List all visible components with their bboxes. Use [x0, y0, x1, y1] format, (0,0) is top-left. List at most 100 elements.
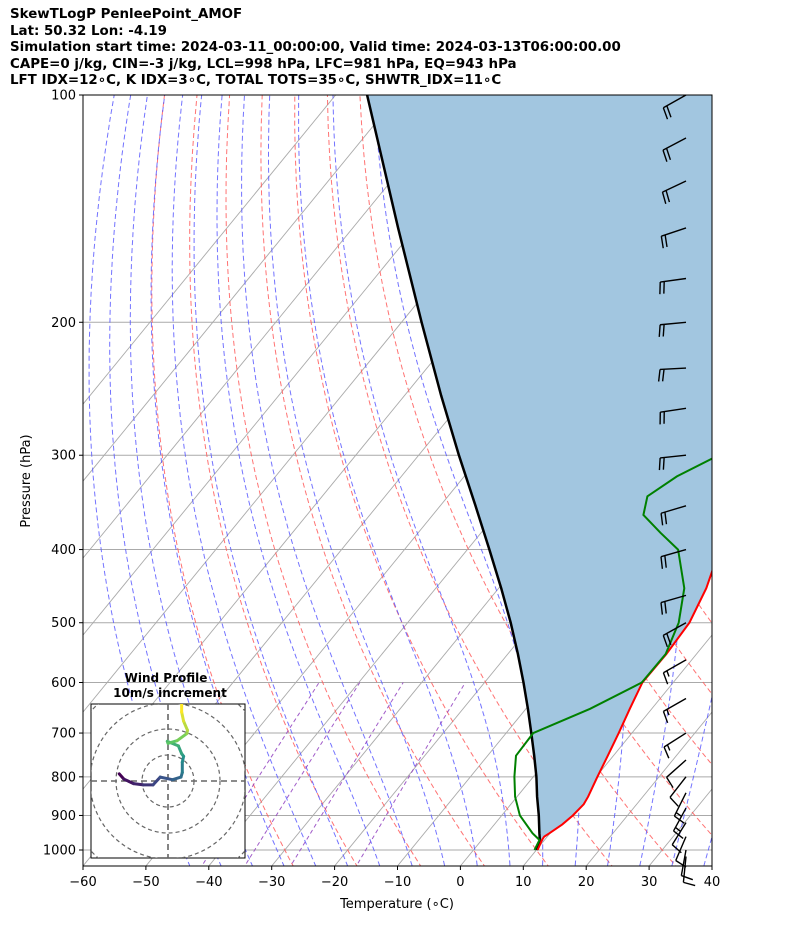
- wind-barb-flag: [664, 601, 667, 614]
- y-tick-label: 200: [51, 316, 76, 331]
- y-tick-label: 300: [51, 449, 76, 464]
- wind-barb-shaft: [660, 407, 687, 413]
- mixing-ratio-line: [355, 682, 466, 866]
- wind-barb-shaft: [671, 822, 687, 846]
- chart-title: SkewTLogP PenleePoint_AMOF: [10, 7, 243, 22]
- wind-barb-shaft: [675, 836, 687, 861]
- parcel-profile-line: [365, 95, 542, 851]
- wind-barb-shaft: [682, 856, 687, 883]
- wind-barb-shaft: [660, 454, 687, 459]
- isotherm-line: [83, 95, 337, 405]
- wind-barb-flag: [663, 746, 670, 759]
- temperature-profile-line: [536, 568, 712, 851]
- x-axis-ticks: −60 −50 −40 −30 −20 −10 0 10 20 30 40: [69, 866, 720, 890]
- wind-barb-flag: [661, 191, 667, 204]
- profiles: [365, 95, 712, 851]
- x-tick-label: −20: [321, 875, 348, 890]
- x-tick-label: −30: [258, 875, 285, 890]
- hodograph-segment: [180, 710, 186, 723]
- cin-shade: [367, 95, 712, 850]
- wind-barb-shaft: [661, 227, 687, 237]
- hodograph-segment: [182, 719, 189, 732]
- moist-adiabat-line: [703, 834, 712, 866]
- wind-barb-half-flag: [666, 709, 670, 716]
- wind-barb-flag: [657, 369, 661, 382]
- wind-barb-flag: [666, 105, 672, 118]
- y-tick-label: 800: [51, 770, 76, 785]
- x-tick-label: 10: [515, 875, 532, 890]
- moist-adiabat-line: [150, 95, 285, 866]
- wind-barb-flag: [660, 513, 664, 526]
- wind-barb-flag: [662, 324, 665, 337]
- y-axis-ticks: 100 200 300 400 500 600 700 800 900 1000: [43, 89, 83, 859]
- wind-barb-shaft: [662, 622, 687, 636]
- wind-barb: [665, 759, 687, 788]
- wind-barb-flag: [665, 776, 674, 788]
- moist-adiabat-line: [171, 95, 317, 866]
- dry-adiabat-line: [151, 95, 294, 866]
- x-tick-label: 0: [456, 875, 464, 890]
- hodograph-title: Wind Profile: [125, 671, 208, 685]
- wind-barb-shaft: [663, 697, 687, 713]
- wind-barb-shaft: [659, 367, 687, 371]
- x-tick-label: −10: [384, 875, 411, 890]
- moist-adiabat-line: [332, 95, 511, 866]
- wind-barb-flag: [660, 236, 664, 249]
- hodograph-segment: [158, 775, 175, 782]
- wind-barb: [658, 454, 687, 471]
- wind-barb-flag: [662, 457, 665, 470]
- times-line: Simulation start time: 2024-03-11_00:00:…: [10, 40, 621, 56]
- wind-barb-flag: [662, 107, 669, 120]
- isotherm-line: [585, 711, 712, 866]
- wind-barb-flag: [664, 512, 668, 525]
- wind-barb-flag: [660, 602, 664, 615]
- y-axis-label: Pressure (hPa): [19, 434, 34, 527]
- wind-barb: [660, 227, 687, 249]
- dewpoint-profile-line: [513, 457, 712, 851]
- hodograph-segment: [151, 775, 162, 787]
- wind-barb-shaft: [669, 776, 687, 798]
- hodograph-segment: [132, 782, 145, 787]
- wind-barb-shaft: [663, 659, 687, 674]
- wind-barb-flag: [683, 881, 696, 887]
- hodograph-segment: [175, 732, 189, 743]
- isotherm-line: [83, 95, 400, 482]
- wind-barb: [680, 849, 694, 881]
- wind-barb-shaft: [662, 180, 687, 193]
- y-tick-label: 900: [51, 809, 76, 824]
- wind-barb: [682, 856, 696, 887]
- wind-barb: [662, 659, 687, 685]
- wind-barb-half-flag: [666, 670, 670, 677]
- wind-barb-flag: [658, 457, 661, 471]
- moist-adiabat-line: [241, 95, 413, 866]
- wind-barb-shaft: [660, 548, 687, 558]
- wind-barb: [669, 776, 687, 807]
- wind-barb-flag: [661, 369, 665, 382]
- wind-barb: [663, 732, 687, 759]
- wind-barb: [658, 321, 687, 337]
- wind-barb: [662, 697, 687, 724]
- wind-barb-flag: [666, 633, 672, 646]
- hodograph-segment: [166, 739, 179, 745]
- wind-barb-flag: [658, 324, 661, 337]
- wind-barb: [662, 137, 687, 162]
- y-tick-label: 1000: [43, 844, 76, 859]
- wind-barb: [657, 367, 687, 382]
- wind-barb-flag: [664, 234, 668, 248]
- chart-header: SkewTLogP PenleePoint_AMOF Lat: 50.32 Lo…: [10, 7, 621, 90]
- wind-barb: [662, 622, 687, 648]
- wind-barb: [661, 180, 687, 204]
- wind-barb-shaft: [662, 137, 687, 151]
- wind-barb-half-flag: [675, 811, 682, 817]
- moist-adiabat-line: [576, 95, 684, 866]
- location-line: Lat: 50.32 Lon: -4.19: [10, 23, 167, 39]
- wind-barb: [659, 277, 687, 295]
- x-tick-label: −40: [195, 875, 222, 890]
- x-tick-label: −50: [132, 875, 159, 890]
- y-tick-label: 100: [51, 89, 76, 104]
- dry-adiabat-line: [260, 95, 486, 866]
- wind-barb-flag: [681, 874, 694, 881]
- wind-barb-shaft: [660, 594, 687, 604]
- dry-adiabat-line: [770, 61, 794, 882]
